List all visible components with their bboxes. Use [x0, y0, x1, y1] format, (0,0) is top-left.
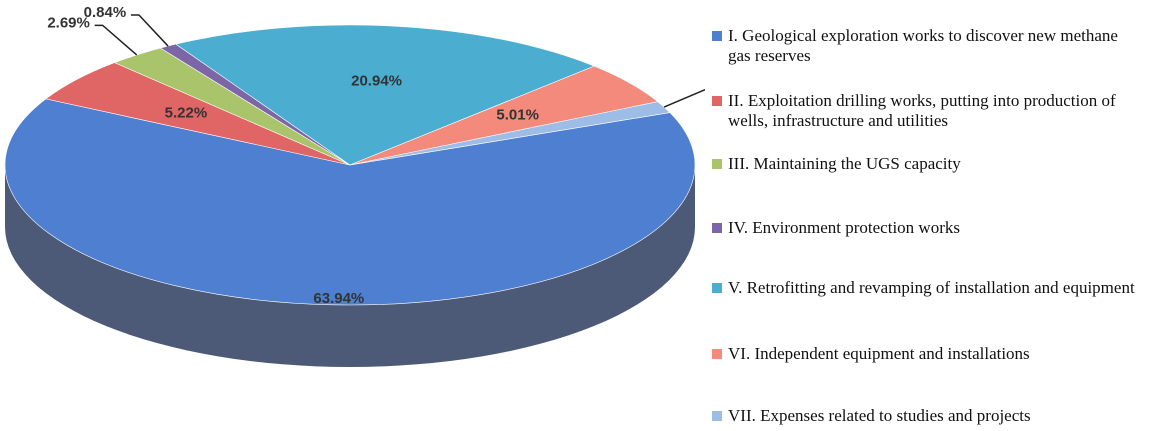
legend-swatch [712, 96, 722, 106]
legend-label: VI. Independent equipment and installati… [728, 344, 1030, 363]
legend-swatch [712, 349, 722, 359]
leader-line [130, 14, 169, 47]
legend-item: III. Maintaining the UGS capacity [712, 154, 1142, 174]
legend-label: III. Maintaining the UGS capacity [728, 154, 961, 173]
legend-item: II. Exploitation drilling works, putting… [712, 91, 1142, 131]
legend-swatch [712, 411, 722, 421]
data-label: 5.01% [496, 107, 539, 124]
slice [175, 24, 596, 166]
legend-item: VI. Independent equipment and installati… [712, 344, 1142, 364]
legend-item: I. Geological exploration works to disco… [712, 26, 1142, 66]
slice-side [5, 165, 695, 367]
legend-item: V. Retrofitting and revamping of install… [712, 278, 1142, 298]
data-label: 2.69% [47, 14, 90, 31]
legend-label: VII. Expenses related to studies and pro… [728, 406, 1031, 425]
chart: 63.94%5.22%2.69%0.84%20.94%5.01%1.36% [4, 4, 705, 367]
data-label: 5.22% [165, 105, 208, 122]
slice [349, 101, 671, 166]
legend-label: V. Retrofitting and revamping of install… [728, 278, 1135, 297]
legend-swatch [712, 31, 722, 41]
data-label: 0.84% [84, 4, 127, 21]
legend-swatch [712, 159, 722, 169]
data-label: 20.94% [351, 73, 402, 90]
legend-swatch [712, 223, 722, 233]
legend-item: IV. Environment protection works [712, 218, 1142, 238]
data-label: 63.94% [313, 290, 364, 307]
legend-label: I. Geological exploration works to disco… [728, 26, 1118, 65]
legend-label: IV. Environment protection works [728, 218, 960, 237]
legend-label: II. Exploitation drilling works, putting… [728, 91, 1116, 130]
legend-swatch [712, 283, 722, 293]
leader-line [94, 24, 138, 56]
leader-line [663, 88, 705, 108]
slice [4, 98, 696, 306]
legend-item: VII. Expenses related to studies and pro… [712, 406, 1142, 426]
